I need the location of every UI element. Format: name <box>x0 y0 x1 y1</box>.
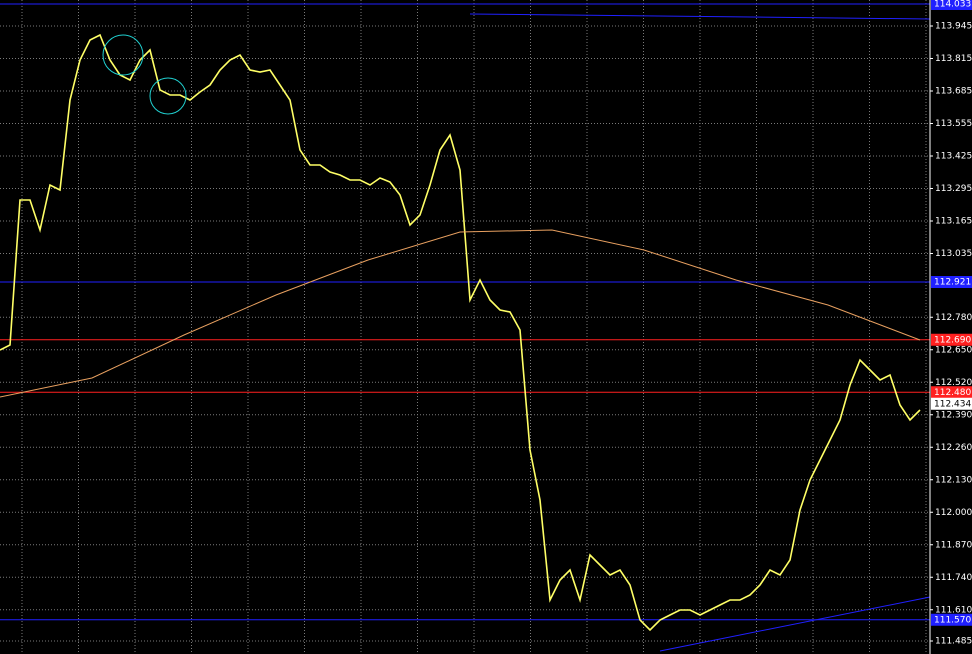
y-tick-label: 112.650 <box>935 345 972 355</box>
level-label: 112.921 <box>934 278 971 288</box>
trend-line <box>469 13 931 20</box>
plot-area <box>0 3 930 632</box>
current-price-bg <box>931 397 972 410</box>
y-tick-label: 112.130 <box>935 475 972 485</box>
level-label-bg <box>931 0 972 11</box>
price-axis <box>930 0 972 654</box>
level-label: 112.690 <box>934 335 971 345</box>
level-label-bg <box>931 276 972 288</box>
y-tick-label: 112.520 <box>935 378 972 388</box>
y-tick-label: 113.035 <box>935 249 972 259</box>
y-tick-label: 112.000 <box>935 508 972 518</box>
level-label-bg <box>931 613 972 626</box>
level-label: 114.033 <box>934 0 971 10</box>
y-tick-label: 111.485 <box>935 637 972 647</box>
current-price-label: 112.434 <box>934 399 971 409</box>
level-label: 111.570 <box>934 615 971 625</box>
level-label-bg <box>931 333 972 346</box>
series-line <box>0 33 921 632</box>
trend-line <box>659 596 931 652</box>
y-tick-label: 111.870 <box>935 540 972 550</box>
y-tick-label: 111.610 <box>935 605 972 615</box>
axis-labels: 113.945 113.815 113.685 113.555 113.425 113.2… <box>930 0 972 647</box>
y-tick-label: 113.945 <box>935 22 972 32</box>
y-tick-label: 112.260 <box>935 443 972 453</box>
y-tick-label: 113.165 <box>935 217 972 227</box>
marker-circle <box>102 34 144 76</box>
y-tick-label: 113.425 <box>935 152 972 162</box>
y-tick-label: 113.555 <box>935 119 972 129</box>
level-label: 112.480 <box>934 388 971 398</box>
y-tick-label: 113.815 <box>935 54 972 64</box>
y-tick-label: 111.740 <box>935 573 972 583</box>
y-tick-label: 113.685 <box>935 87 972 97</box>
y-tick-label: 113.295 <box>935 184 972 194</box>
marker-circle <box>149 77 187 115</box>
grid <box>0 0 930 654</box>
level-label-bg <box>931 386 972 399</box>
series-line <box>0 229 921 398</box>
y-tick-label: 112.780 <box>935 313 972 323</box>
y-tick-label: 112.390 <box>935 410 972 420</box>
